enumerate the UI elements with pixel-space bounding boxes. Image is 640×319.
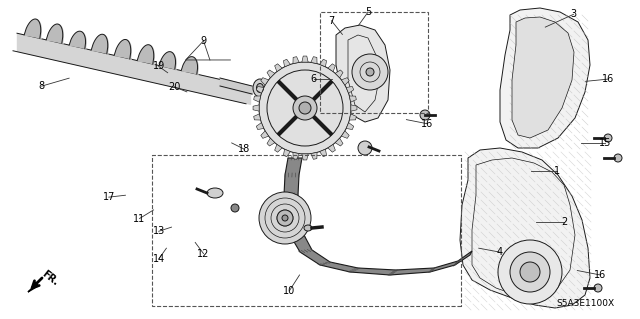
Polygon shape	[302, 56, 308, 62]
Polygon shape	[260, 78, 269, 85]
Polygon shape	[253, 105, 259, 111]
Text: 12: 12	[197, 249, 210, 259]
Circle shape	[498, 240, 562, 304]
Text: 8: 8	[38, 81, 45, 91]
Polygon shape	[256, 122, 264, 130]
Text: 9: 9	[200, 36, 207, 46]
Polygon shape	[302, 154, 308, 160]
Text: 17: 17	[102, 192, 115, 202]
Polygon shape	[311, 57, 317, 63]
Polygon shape	[256, 86, 264, 93]
Text: 5: 5	[365, 7, 371, 17]
Polygon shape	[275, 64, 282, 71]
Text: 2: 2	[561, 217, 568, 227]
Text: 6: 6	[310, 74, 317, 84]
Text: 3: 3	[570, 9, 577, 19]
Polygon shape	[335, 138, 343, 146]
Circle shape	[352, 54, 388, 90]
Text: 7: 7	[328, 16, 335, 26]
Text: 16: 16	[421, 119, 434, 129]
Circle shape	[231, 204, 239, 212]
Polygon shape	[284, 59, 291, 67]
Polygon shape	[336, 25, 390, 122]
Polygon shape	[253, 96, 260, 102]
Polygon shape	[512, 17, 574, 138]
Circle shape	[510, 252, 550, 292]
Polygon shape	[460, 148, 590, 308]
Circle shape	[420, 110, 430, 120]
Polygon shape	[267, 70, 275, 78]
Circle shape	[604, 134, 612, 142]
Circle shape	[614, 154, 622, 162]
Ellipse shape	[207, 188, 223, 198]
Polygon shape	[293, 152, 299, 159]
Ellipse shape	[304, 225, 312, 231]
Polygon shape	[500, 8, 590, 148]
Polygon shape	[346, 122, 354, 130]
Polygon shape	[351, 105, 357, 111]
Polygon shape	[311, 152, 317, 159]
Circle shape	[293, 96, 317, 120]
Ellipse shape	[253, 79, 267, 97]
Circle shape	[520, 262, 540, 282]
Polygon shape	[349, 114, 356, 120]
Polygon shape	[346, 86, 354, 93]
Polygon shape	[260, 131, 269, 138]
Text: 11: 11	[133, 213, 146, 224]
Circle shape	[259, 62, 351, 154]
Circle shape	[259, 192, 311, 244]
Text: 20: 20	[168, 82, 180, 92]
Text: 18: 18	[238, 144, 251, 154]
Circle shape	[594, 284, 602, 292]
Text: 19: 19	[152, 61, 165, 71]
Text: 4: 4	[496, 247, 502, 257]
Ellipse shape	[257, 84, 264, 93]
Polygon shape	[275, 145, 282, 152]
Polygon shape	[310, 70, 330, 118]
Polygon shape	[328, 145, 335, 152]
Polygon shape	[335, 70, 343, 78]
Text: 16: 16	[602, 74, 614, 84]
Bar	[320, 12, 428, 113]
Polygon shape	[349, 96, 356, 102]
Polygon shape	[253, 114, 260, 120]
Circle shape	[358, 141, 372, 155]
Polygon shape	[284, 149, 291, 157]
Text: 1: 1	[554, 166, 560, 176]
Text: FR.: FR.	[40, 269, 60, 288]
Polygon shape	[28, 282, 38, 292]
Polygon shape	[341, 131, 349, 138]
Text: 14: 14	[152, 254, 165, 264]
Text: 13: 13	[152, 226, 165, 236]
Circle shape	[366, 68, 374, 76]
Bar	[152, 155, 461, 306]
Circle shape	[282, 215, 288, 221]
Circle shape	[299, 102, 311, 114]
Polygon shape	[328, 64, 335, 71]
Text: 10: 10	[283, 286, 296, 296]
Polygon shape	[319, 149, 326, 157]
Polygon shape	[319, 59, 326, 67]
Polygon shape	[293, 57, 299, 63]
Polygon shape	[284, 158, 472, 275]
Text: 15: 15	[598, 138, 611, 148]
Text: 16: 16	[594, 270, 607, 280]
Polygon shape	[341, 78, 349, 85]
Text: S5A3E1100X: S5A3E1100X	[556, 299, 614, 308]
Polygon shape	[267, 138, 275, 146]
Circle shape	[277, 210, 293, 226]
